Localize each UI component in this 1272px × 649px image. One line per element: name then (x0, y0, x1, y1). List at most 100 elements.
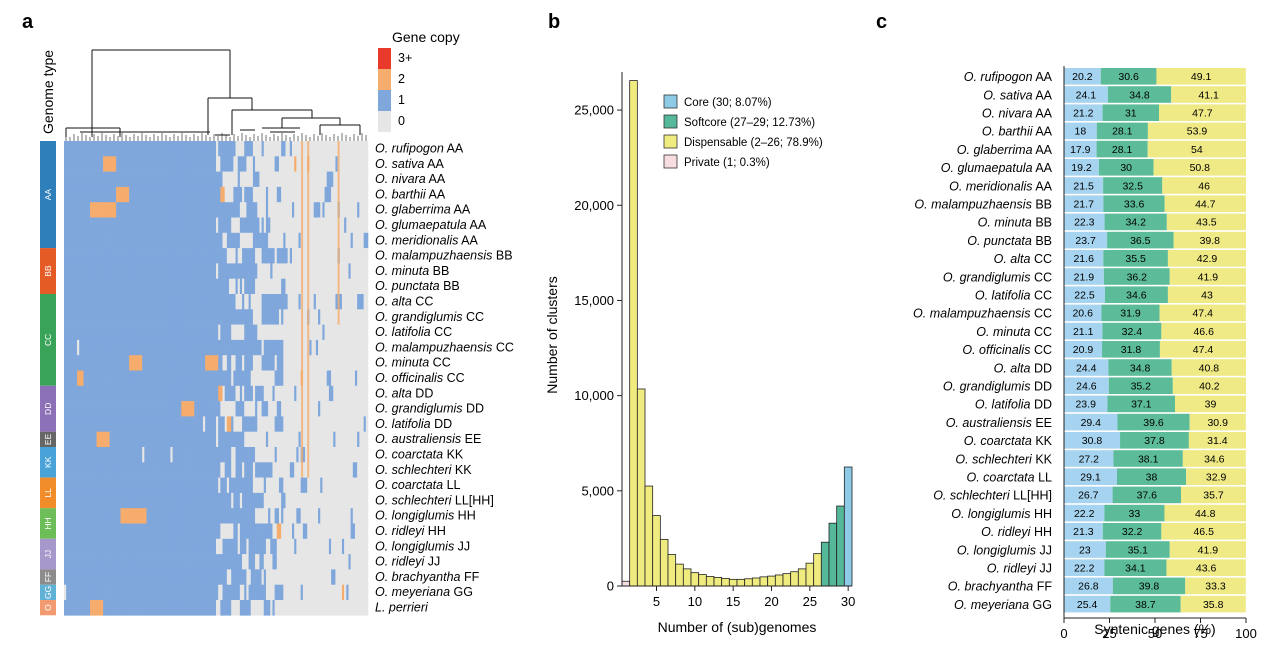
heatmap-cell (77, 523, 91, 540)
heatmap-cell (148, 232, 163, 249)
histogram-x-tick-label: 30 (841, 594, 855, 609)
stacked-segment-core (1064, 104, 1103, 121)
heatmap-cell (263, 477, 267, 494)
heatmap-cell (276, 202, 280, 218)
heatmap-cell (335, 431, 349, 448)
heatmap-cell (229, 339, 234, 356)
stacked-segment-dispensable (1164, 504, 1246, 522)
heatmap-cell (220, 232, 223, 249)
heatmap-cell (202, 370, 217, 387)
heatmap-cell (281, 278, 286, 295)
heatmap-cell (218, 263, 228, 279)
heatmap-cell (270, 538, 275, 555)
heatmap-cell (120, 508, 134, 524)
heatmap-row-label-species: O. rufipogon (375, 142, 444, 156)
heatmap-cell (348, 584, 362, 601)
heatmap-cell (365, 248, 369, 264)
heatmap-cell (257, 217, 260, 234)
stacked-segment-core (1064, 68, 1101, 85)
heatmap-cell (328, 385, 332, 402)
heatmap-cell (222, 477, 225, 494)
heatmap-cell (263, 217, 267, 234)
histogram-bar (836, 505, 845, 587)
stacked-segment-dispensable (1171, 86, 1246, 103)
heatmap-cell (331, 385, 334, 402)
stacked-segment-core (1064, 231, 1108, 249)
heatmap-cell (200, 171, 215, 188)
heatmap-cell (365, 355, 369, 371)
heatmap-cell (261, 523, 265, 540)
heatmap-cell (252, 263, 258, 279)
heatmap-cell (77, 600, 91, 616)
heatmap-cell (268, 186, 273, 203)
heatmap-cell (324, 232, 338, 249)
heatmap-cell (359, 202, 362, 218)
heatmap-cell (252, 584, 258, 601)
heatmap-cell (270, 278, 273, 295)
heatmap-cell (142, 385, 156, 402)
heatmap-cell (265, 141, 273, 157)
heatmap-cell (192, 355, 206, 371)
heatmap-cell (231, 248, 234, 264)
stacked-row-label: O. brachyantha FF (948, 580, 1053, 594)
heatmap-cell (263, 232, 269, 249)
heatmap-cell (263, 385, 269, 402)
heatmap-cell (64, 447, 78, 463)
heatmap-cell (298, 294, 301, 310)
heatmap-row-label-species: O. malampuzhaensis (375, 249, 492, 263)
heatmap-row-label-species: O. ridleyi (375, 524, 426, 538)
heatmap-cell (224, 477, 228, 494)
heatmap-cell (116, 278, 128, 295)
heatmap-cell (331, 538, 343, 555)
heatmap-cell (301, 141, 304, 478)
heatmap-cell (313, 202, 321, 218)
heatmap-cell (298, 431, 301, 448)
heatmap-cell (207, 600, 217, 616)
heatmap-cell (361, 309, 369, 325)
heatmap-cell (326, 508, 334, 524)
heatmap-cell (250, 355, 254, 371)
heatmap-cell (346, 217, 354, 234)
heatmap-cell (255, 278, 262, 295)
heatmap-row-label-genome: CC (431, 325, 453, 339)
heatmap-row-label-genome: AA (426, 187, 446, 201)
heatmap-cell (359, 462, 369, 478)
heatmap-cell (307, 462, 312, 478)
heatmap-cell (216, 217, 219, 234)
heatmap-cell (292, 431, 299, 448)
heatmap-cell (174, 431, 189, 448)
heatmap-cell (64, 217, 78, 234)
heatmap-cell (305, 600, 319, 616)
heatmap-cell (265, 508, 269, 524)
heatmap-cell (261, 355, 275, 371)
heatmap-cell (181, 401, 195, 417)
heatmap-cell (274, 141, 282, 157)
heatmap-cell (263, 523, 267, 540)
heatmap-cell (252, 462, 256, 478)
heatmap-cell (92, 339, 106, 356)
heatmap-cell (261, 217, 265, 234)
heatmap-cell (363, 278, 369, 295)
stacked-row-label-genome: GG (1029, 598, 1052, 612)
heatmap-cell (259, 370, 262, 387)
heatmap-cell (77, 492, 91, 509)
heatmap-cell (179, 355, 193, 371)
heatmap-cell (252, 355, 262, 371)
heatmap-cell (161, 584, 176, 601)
heatmap-cell (216, 171, 223, 188)
stacked-segment-dispensable (1188, 432, 1246, 449)
heatmap-cell (218, 431, 223, 448)
heatmap-cell (272, 508, 275, 524)
heatmap-cell (305, 477, 308, 494)
stacked-row-label-species: O. minuta (978, 216, 1032, 230)
heatmap-cell (257, 401, 262, 417)
heatmap-cell (357, 370, 369, 387)
heatmap-cell (235, 447, 247, 463)
heatmap-cell (116, 141, 130, 157)
heatmap-cell (183, 538, 197, 555)
heatmap-cell (103, 309, 117, 325)
heatmap-cell (116, 600, 130, 616)
heatmap-cell (350, 523, 356, 540)
heatmap-cell (100, 462, 115, 478)
heatmap-cell (146, 508, 158, 524)
